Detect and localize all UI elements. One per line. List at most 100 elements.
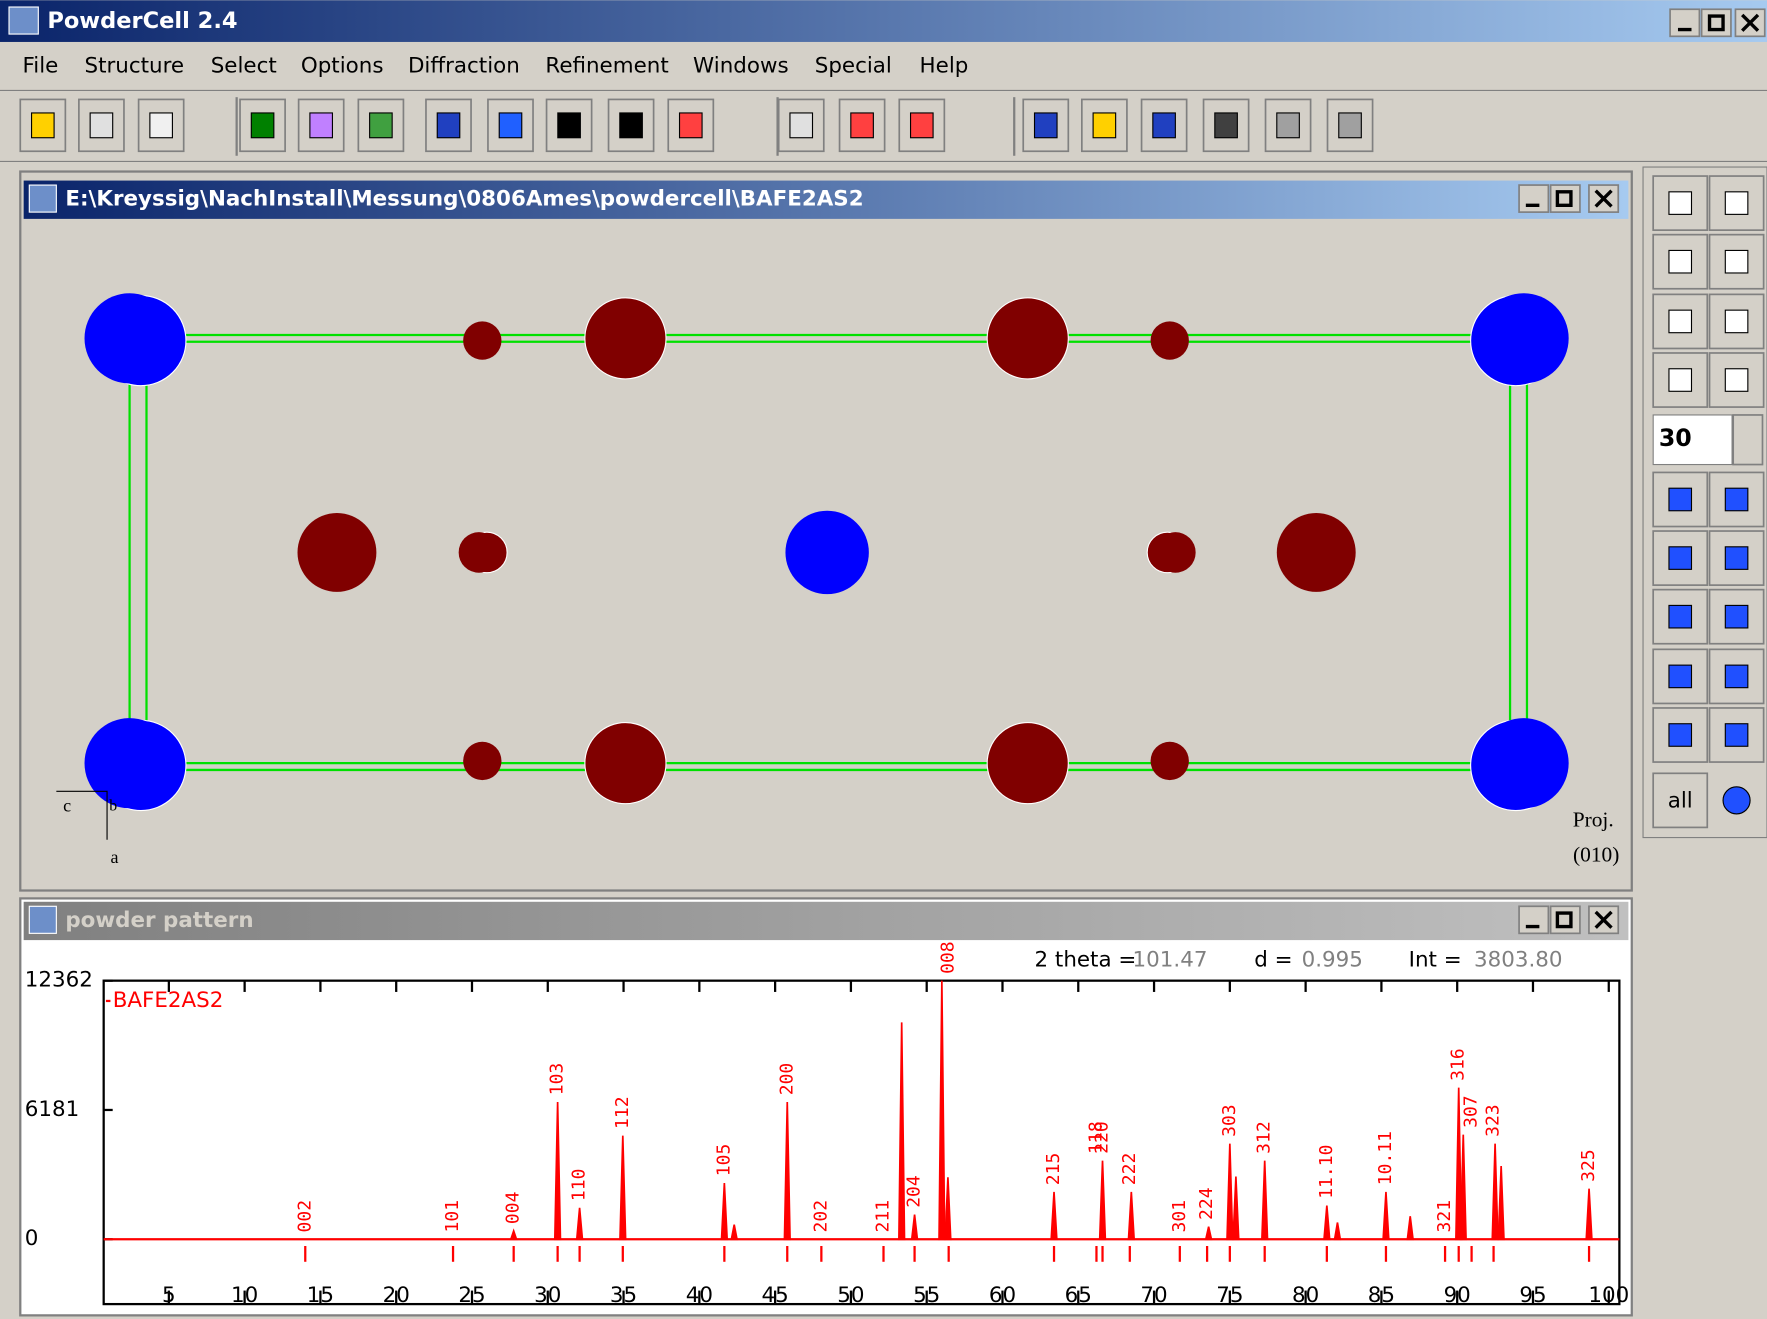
x-tick-label: 100 xyxy=(1588,1283,1629,1308)
x-tick-label: 15 xyxy=(307,1283,334,1308)
reflection-label: 323 xyxy=(1483,1104,1504,1137)
screen: PowderCell 2.4 File Structure Select Option… xyxy=(0,0,1767,1319)
powder-title-bar xyxy=(24,902,1629,940)
reflection-label: 105 xyxy=(713,1144,734,1177)
reflection-label: 008 xyxy=(938,941,959,974)
readout-label: Int = xyxy=(1409,947,1462,972)
x-tick-label: 80 xyxy=(1292,1283,1319,1308)
reflection-label: 321 xyxy=(1434,1200,1455,1233)
atom-as xyxy=(585,723,666,804)
toolbar-icon xyxy=(251,113,274,138)
x-tick-label: 75 xyxy=(1216,1283,1243,1308)
reflection-label: 224 xyxy=(1196,1187,1217,1220)
menu-item[interactable]: Select xyxy=(211,54,277,79)
powder-controls[interactable] xyxy=(1519,906,1618,933)
y-tick-label: 0 xyxy=(25,1226,39,1251)
x-tick-label: 10 xyxy=(231,1283,258,1308)
minimize[interactable] xyxy=(1519,906,1548,933)
atom-fe xyxy=(459,532,500,573)
side-icon xyxy=(1669,605,1692,628)
side-icon xyxy=(1669,310,1692,333)
menu-item[interactable]: Windows xyxy=(693,54,789,79)
toolbar-icon xyxy=(437,113,460,138)
toolbar-icon xyxy=(32,113,55,138)
x-tick-label: 40 xyxy=(686,1283,713,1308)
app-icon xyxy=(9,7,38,34)
toolbar-icon xyxy=(851,113,874,138)
atom-as xyxy=(585,298,666,379)
x-tick-label: 50 xyxy=(837,1283,864,1308)
spinner-arrows[interactable] xyxy=(1733,415,1762,465)
reflection-label: 222 xyxy=(1119,1153,1140,1186)
x-tick-label: 90 xyxy=(1444,1283,1471,1308)
readout-value: 3803.80 xyxy=(1474,947,1563,972)
readout-label: d = xyxy=(1254,947,1292,972)
legend-entry: BAFE2AS2 xyxy=(113,988,224,1013)
menu-item[interactable]: File xyxy=(23,54,59,79)
y-tick-label: 12362 xyxy=(25,968,93,993)
minimize[interactable] xyxy=(1519,185,1548,212)
reflection-label: 112 xyxy=(612,1096,633,1129)
toolbar-icon xyxy=(150,113,173,138)
x-tick-label: 35 xyxy=(610,1283,637,1308)
maximize[interactable] xyxy=(1551,185,1580,212)
side-icon xyxy=(1669,488,1692,511)
x-tick-label: 95 xyxy=(1519,1283,1546,1308)
x-tick-label: 65 xyxy=(1065,1283,1092,1308)
toolbar-icon xyxy=(1277,113,1300,138)
menu-item[interactable]: Options xyxy=(301,54,384,79)
menu-item[interactable]: Diffraction xyxy=(408,54,520,79)
reflection-label: 11.10 xyxy=(1316,1145,1337,1199)
reflection-label: 301 xyxy=(1169,1200,1190,1233)
atom-as xyxy=(298,513,377,592)
side-icon xyxy=(1725,488,1748,511)
toolbar-icon xyxy=(1215,113,1238,138)
atom-fe xyxy=(463,742,501,780)
toolbar-icon xyxy=(370,113,393,138)
toolbar-icon xyxy=(1339,113,1362,138)
minimize[interactable] xyxy=(1670,9,1699,36)
projection-label: (010) xyxy=(1573,843,1619,867)
axis-label: c xyxy=(63,795,71,815)
reflection-label: 004 xyxy=(503,1192,524,1225)
reflection-label: 002 xyxy=(294,1200,315,1233)
reflection-label: 312 xyxy=(1254,1121,1275,1154)
readout-value: 0.995 xyxy=(1302,947,1363,972)
atom-fe xyxy=(1151,321,1189,359)
atom-fe xyxy=(1151,742,1189,780)
menu-item[interactable]: Refinement xyxy=(545,54,668,79)
toolbar-icon xyxy=(620,113,643,138)
app-title: PowderCell 2.4 xyxy=(47,8,237,34)
structure-controls[interactable] xyxy=(1519,185,1618,212)
reflection-label: 204 xyxy=(904,1175,925,1208)
x-tick-label: 70 xyxy=(1140,1283,1167,1308)
menu-item[interactable]: Structure xyxy=(85,54,185,79)
reflection-label: 202 xyxy=(810,1200,831,1233)
powder-window xyxy=(20,898,1631,1315)
side-icon xyxy=(1725,605,1748,628)
side-icon xyxy=(1669,547,1692,570)
side-icon xyxy=(1725,192,1748,215)
reflection-label: 325 xyxy=(1578,1149,1599,1182)
side-icon xyxy=(1725,369,1748,392)
x-tick-label: 60 xyxy=(989,1283,1016,1308)
menu-item[interactable]: Help xyxy=(920,54,969,79)
side-icon xyxy=(1725,310,1748,333)
x-tick-label: 30 xyxy=(534,1283,561,1308)
side-icon xyxy=(1669,724,1692,747)
window-controls[interactable] xyxy=(1670,9,1765,36)
toolbar-icon xyxy=(1153,113,1176,138)
maximize[interactable] xyxy=(1702,9,1731,36)
toolbar-icon xyxy=(790,113,813,138)
toolbar-icon xyxy=(558,113,581,138)
atom-fe xyxy=(1155,532,1196,573)
maximize[interactable] xyxy=(1551,906,1580,933)
atom-fe xyxy=(463,321,501,359)
powder-title: powder pattern xyxy=(65,908,253,933)
spinner-value: 30 xyxy=(1659,424,1692,452)
structure-title: E:\Kreyssig\NachInstall\Messung\0806Ames… xyxy=(65,187,863,212)
readout-label: 2 theta = xyxy=(1035,947,1137,972)
side-icon xyxy=(1725,250,1748,273)
menu-item[interactable]: Special xyxy=(815,54,892,79)
x-tick-label: 45 xyxy=(762,1283,789,1308)
